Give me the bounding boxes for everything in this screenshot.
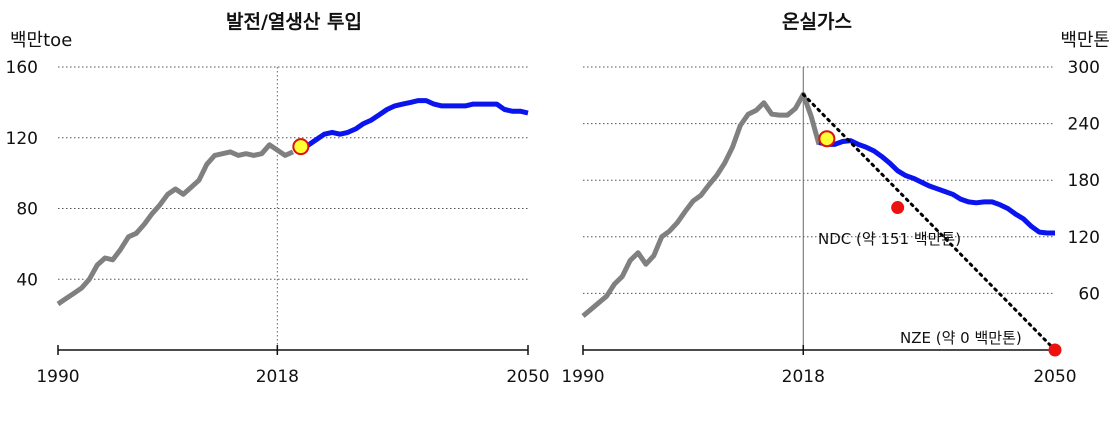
- left-x-tick-labels: 1990 2018 2050: [36, 345, 550, 387]
- left-chart-title: 발전/열생산 투입: [226, 11, 362, 33]
- right-y-tick-120: 120: [1068, 228, 1100, 248]
- right-gridlines: [583, 66, 1055, 351]
- left-series-projection-line: [299, 98, 529, 151]
- left-gridlines: [58, 66, 528, 351]
- left-y-tick-labels: 40 80 120 160: [6, 58, 38, 290]
- left-x-tick-1990: 1990: [36, 367, 79, 387]
- left-y-tick-120: 120: [6, 129, 38, 149]
- left-series-lines: [56, 98, 529, 307]
- right-y-tick-60: 60: [1078, 284, 1100, 304]
- right-chart-title: 온실가스: [782, 11, 852, 33]
- right-y-tick-labels: 60 120 180 240 300: [1068, 58, 1100, 304]
- right-x-tick-2018: 2018: [782, 367, 825, 387]
- right-target-point-ndc: [891, 201, 905, 215]
- right-highlight-marker: [818, 130, 836, 148]
- left-highlight-marker: [292, 138, 310, 156]
- left-chart: 발전/열생산 투입 백만toe 40 80 120 160 1990 2018 2050: [6, 11, 550, 387]
- right-y-tick-300: 300: [1068, 58, 1100, 78]
- right-x-tick-2050: 2050: [1033, 367, 1076, 387]
- right-y-tick-240: 240: [1068, 115, 1100, 135]
- left-y-tick-80: 80: [16, 200, 38, 220]
- left-x-tick-2050: 2050: [506, 367, 549, 387]
- right-series-trajectory-line: [801, 92, 1057, 352]
- right-series-lines: [581, 91, 1057, 352]
- left-y-tick-160: 160: [6, 58, 38, 78]
- right-x-tick-1990: 1990: [561, 367, 604, 387]
- left-x-tick-2018: 2018: [256, 367, 299, 387]
- left-y-unit: 백만toe: [10, 30, 72, 51]
- right-x-tick-labels: 1990 2018 2050: [561, 345, 1077, 387]
- left-y-tick-40: 40: [16, 270, 38, 290]
- right-chart: 온실가스 백만톤 60 120 180 240 300 1990 2018 2050 NDC…: [561, 11, 1110, 387]
- right-series-historical-line: [581, 91, 822, 318]
- ndc-target-label: NDC (약 151 백만톤): [818, 230, 961, 248]
- right-markers: [818, 130, 1062, 357]
- left-markers: [292, 138, 310, 156]
- right-series-projection-line: [818, 138, 1055, 236]
- left-series-historical-line: [56, 142, 295, 307]
- right-y-tick-180: 180: [1068, 171, 1100, 191]
- nze-target-label: NZE (약 0 백만톤): [900, 329, 1022, 347]
- right-y-unit: 백만톤: [1060, 30, 1110, 51]
- right-target-point-nze: [1048, 343, 1062, 357]
